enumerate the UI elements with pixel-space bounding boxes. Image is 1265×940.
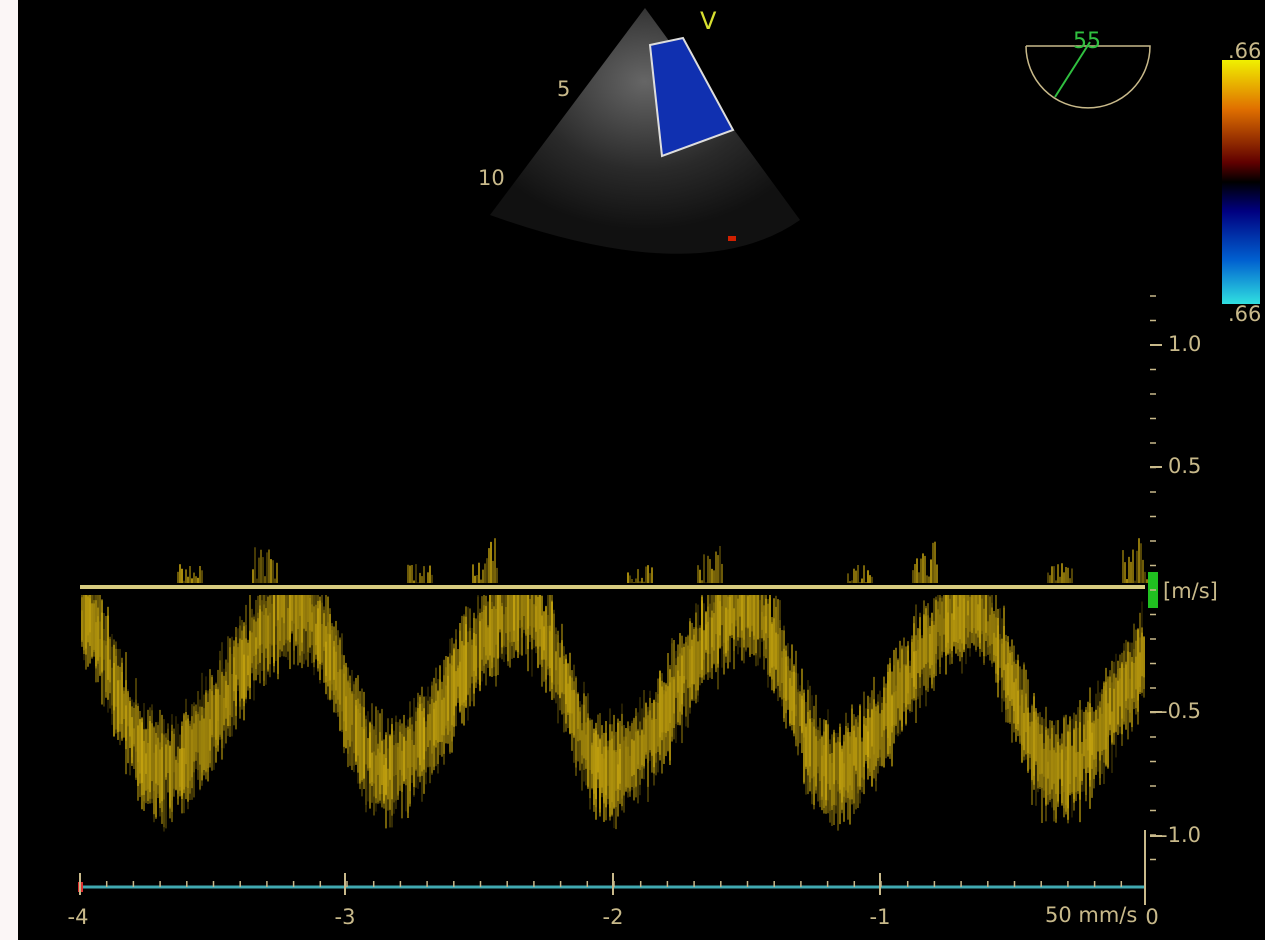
color-scale-max: .66 <box>1228 39 1261 63</box>
velocity-unit: [m/s] <box>1163 579 1218 603</box>
sector-image <box>490 8 800 254</box>
time-axis: -4 -3 -2 -1 0 50 mm/s <box>68 873 1159 929</box>
angle-value: 55 <box>1073 29 1101 54</box>
depth-label: 5 <box>557 77 570 101</box>
time-label: -2 <box>603 905 624 929</box>
time-label: -3 <box>335 905 356 929</box>
time-label: -4 <box>68 905 89 929</box>
color-bar <box>1222 60 1260 304</box>
velocity-axis: 1.0 0.5 [m/s] -0.5 -1.0 <box>1150 295 1218 861</box>
sweep-speed: 50 mm/s <box>1045 903 1137 927</box>
probe-marker: V <box>700 7 717 35</box>
angle-line <box>1054 41 1091 98</box>
velocity-label: 0.5 <box>1168 454 1201 478</box>
color-scale-min: .66 <box>1228 302 1261 326</box>
velocity-label: 1.0 <box>1168 332 1201 356</box>
time-label: 0 <box>1145 905 1158 929</box>
time-label: -1 <box>870 905 891 929</box>
color-box <box>648 36 735 158</box>
depth-label: 10 <box>478 166 505 190</box>
angle-indicator <box>1025 45 1151 109</box>
color-spot <box>728 236 736 241</box>
velocity-label: -0.5 <box>1160 699 1201 723</box>
velocity-label: -1.0 <box>1160 823 1201 847</box>
doppler-spectrum <box>81 538 1148 832</box>
left-strip <box>0 0 18 940</box>
